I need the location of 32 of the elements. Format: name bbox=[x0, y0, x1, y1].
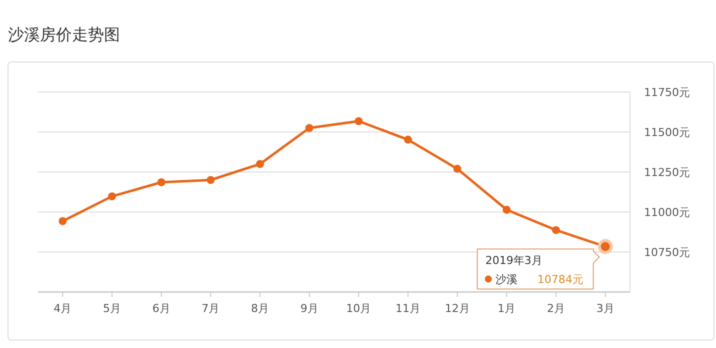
x-tick-label: 10月 bbox=[346, 302, 372, 315]
point bbox=[206, 176, 215, 184]
point bbox=[256, 160, 264, 168]
point bbox=[354, 117, 363, 126]
x-tick-label: 5月 bbox=[103, 302, 121, 315]
x-tick-label: 8月 bbox=[251, 302, 269, 315]
x-tick-label: 6月 bbox=[152, 302, 170, 315]
point bbox=[404, 136, 412, 144]
x-tick-label: 9月 bbox=[300, 302, 318, 315]
data-label: 10784元 bbox=[537, 273, 584, 286]
point bbox=[552, 226, 560, 234]
point bbox=[58, 217, 67, 226]
point bbox=[108, 192, 116, 200]
y-tick-label: 11750元 bbox=[644, 86, 690, 99]
x-tick-label: 3月 bbox=[596, 302, 614, 315]
x-tick-label: 12月 bbox=[444, 302, 470, 315]
chart-title: 沙溪房价走势图 bbox=[8, 25, 120, 44]
point bbox=[453, 164, 462, 173]
point bbox=[502, 206, 511, 214]
legend-label: 沙溪 bbox=[495, 273, 518, 286]
x-tick-label: 7月 bbox=[202, 302, 220, 315]
x-tick-label: 4月 bbox=[54, 302, 72, 315]
y-tick-label: 11500元 bbox=[644, 126, 690, 139]
y-tick-label: 11250元 bbox=[644, 166, 690, 179]
point bbox=[305, 124, 314, 132]
annotation: 2019年3月 bbox=[485, 254, 542, 267]
x-tick-label: 11月 bbox=[396, 302, 420, 315]
y-tick-label: 10750元 bbox=[644, 246, 690, 259]
x-tick-label: 2月 bbox=[547, 302, 565, 315]
x-tick-label: 1月 bbox=[498, 302, 516, 315]
y-tick-label: 11000元 bbox=[644, 206, 690, 219]
point bbox=[157, 178, 166, 186]
